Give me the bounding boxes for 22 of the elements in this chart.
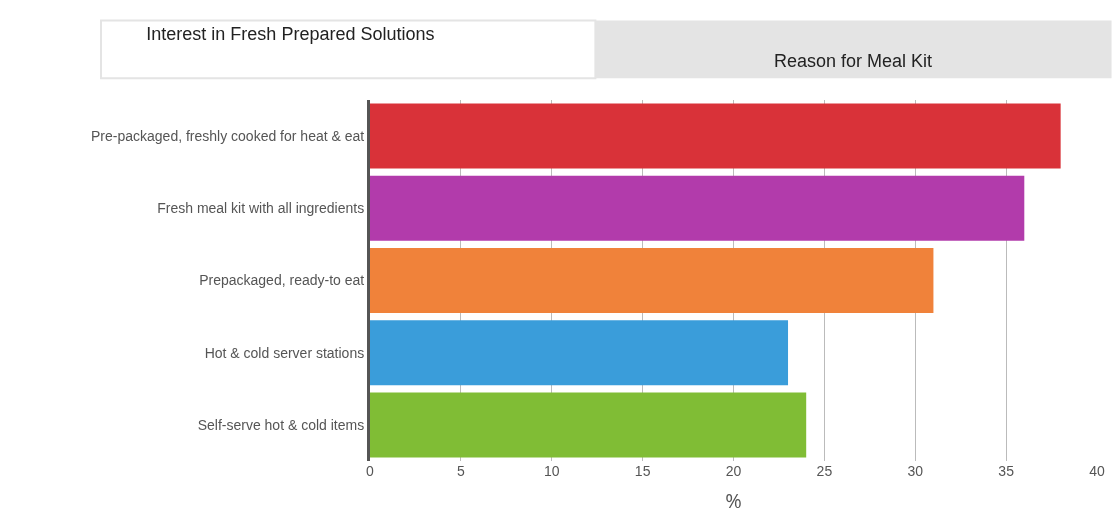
x-axis-title: % [725,486,742,514]
bar [370,320,789,386]
chart-title: Interest in Fresh Prepared Solutions [146,24,435,45]
x-tick-label: 10 [543,463,560,479]
x-tick-label: 35 [998,463,1015,479]
y-tick-label: Self-serve hot & cold items [197,416,365,433]
y-tick-label: Prepackaged, ready-to eat [199,272,365,289]
x-tick-label: 0 [366,463,375,479]
bar [370,103,1061,169]
x-tick-label: 30 [907,463,924,479]
y-tick-label: Fresh meal kit with all ingredients [157,200,365,217]
x-tick-label: 5 [456,463,465,479]
bar [370,392,807,458]
y-tick-label: Pre-packaged, freshly cooked for heat & eat [91,128,365,144]
bar [370,248,934,313]
text: Reason for Meal Kit [774,51,933,71]
y-tick-label: Hot & cold server stations [204,344,365,361]
x-tick-label: 20 [725,463,742,479]
x-tick-label: 15 [634,463,651,479]
bar [370,175,1025,241]
x-tick-label: 25 [816,463,833,479]
x-tick-label: 40 [1089,463,1105,479]
